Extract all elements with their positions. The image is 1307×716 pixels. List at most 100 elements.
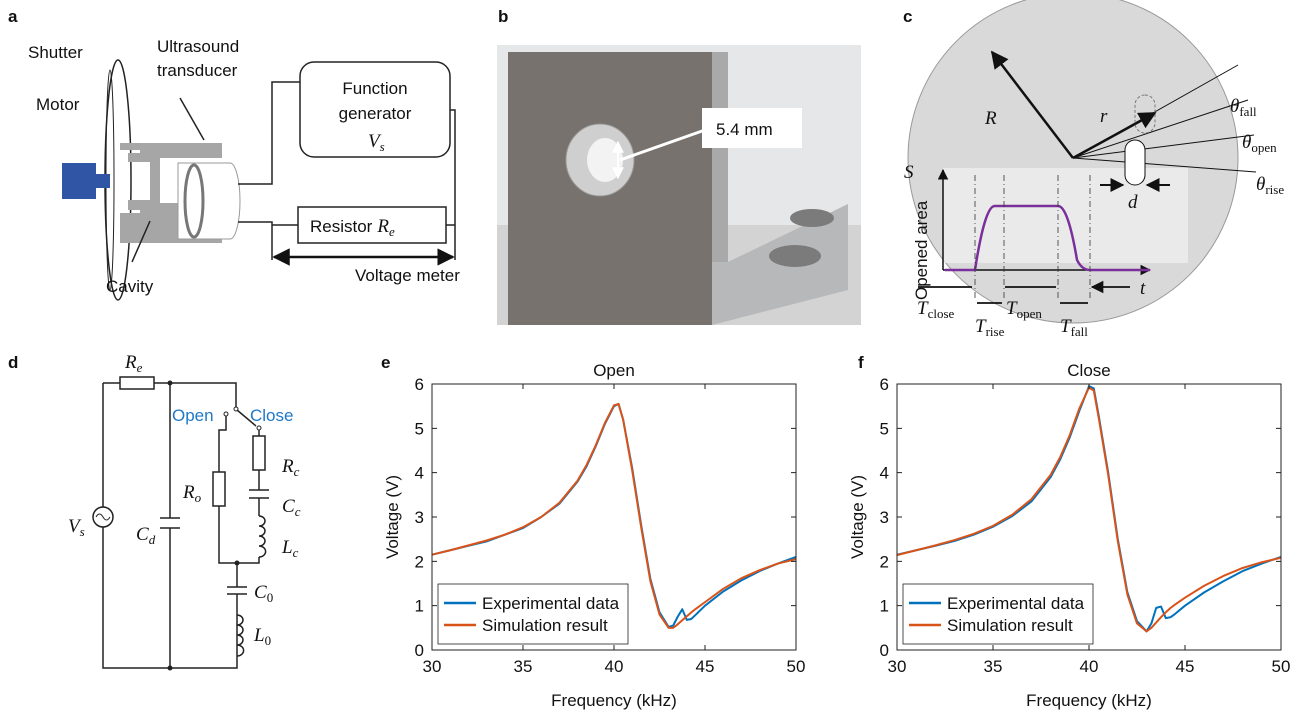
x-tick-label: 30	[888, 657, 907, 676]
node	[167, 665, 173, 671]
slot-ghost	[1134, 94, 1156, 134]
symbol: R	[376, 216, 389, 237]
chart-title: Open	[593, 361, 635, 380]
symbol: R	[281, 456, 294, 477]
subscript: e	[389, 224, 395, 239]
panel-a: a Shutter Motor Ultrasound transducer Ca…	[8, 7, 460, 301]
symbol: Tfall	[1060, 316, 1088, 339]
node	[167, 380, 173, 386]
panel-label: a	[8, 7, 18, 26]
subscript: close	[928, 306, 955, 321]
switch	[236, 409, 257, 427]
label-box	[702, 108, 802, 148]
subscript: c	[294, 464, 300, 479]
y-tick-label: 2	[415, 552, 424, 571]
symbol: C	[282, 496, 295, 517]
motor-shaft	[96, 174, 110, 188]
symbol: R	[182, 482, 195, 503]
subscript: c	[293, 545, 299, 560]
circuit-wiring	[102, 382, 260, 669]
symbol: Tclose	[917, 298, 955, 321]
y-tick-label: 4	[415, 464, 424, 483]
axis-symbol: t	[1140, 278, 1146, 299]
symbol: T	[975, 316, 987, 337]
switch-label: Open	[172, 406, 214, 425]
chart-title: Close	[1067, 361, 1110, 380]
subscript: open	[1017, 306, 1043, 321]
subscript: 0	[265, 633, 272, 648]
resistor	[212, 471, 226, 507]
symbol: T	[1006, 298, 1018, 319]
x-tick-label: 40	[1080, 657, 1099, 676]
hole	[769, 245, 821, 267]
symbol: V	[68, 516, 82, 537]
x-tick-label: 50	[787, 657, 806, 676]
symbol: θ	[1256, 174, 1265, 195]
symbol: Re	[124, 352, 143, 375]
y-tick-label: 5	[415, 419, 424, 438]
symbol: Vs	[368, 131, 385, 154]
subscript: d	[149, 532, 156, 547]
label: Ultrasound	[157, 37, 239, 56]
symbol: R	[984, 108, 997, 129]
transducer-shape	[177, 162, 241, 240]
y-tick-label: 4	[880, 464, 889, 483]
label: Resistor	[310, 217, 373, 236]
x-axis-label: Frequency (kHz)	[1026, 691, 1152, 710]
wiring	[238, 81, 456, 260]
transducer-disc	[183, 163, 205, 239]
slot	[1124, 139, 1146, 186]
switch-contact	[223, 411, 229, 417]
switch-contact	[256, 425, 262, 431]
symbol: T	[917, 298, 929, 319]
capacitors	[160, 489, 269, 595]
symbol: Trise	[975, 316, 1005, 339]
y-tick-label: 6	[415, 375, 424, 394]
axis-symbol: S	[904, 162, 914, 183]
switch-label: Close	[250, 406, 293, 425]
label: Function	[342, 79, 407, 98]
leader	[179, 97, 205, 141]
hole	[790, 209, 834, 227]
y-axis-label: Voltage (V)	[383, 475, 402, 559]
axis-label: Opened area	[912, 200, 931, 300]
symbol: L	[281, 537, 293, 558]
symbol: Lc	[281, 537, 299, 560]
subscript: c	[295, 504, 301, 519]
y-tick-label: 6	[880, 375, 889, 394]
panel-c: c R r d θfall θopen θrise S Opened area …	[903, 0, 1284, 339]
label: transducer	[157, 61, 238, 80]
label: Cavity	[106, 277, 154, 296]
y-tick-label: 5	[880, 419, 889, 438]
symbol: d	[1128, 192, 1138, 213]
subscript: fall	[1071, 324, 1089, 339]
symbol: L	[253, 625, 265, 646]
label: Shutter	[28, 43, 83, 62]
inductor	[236, 614, 245, 657]
symbol: R	[124, 352, 137, 373]
opened-area-curve	[945, 204, 1150, 272]
symbol: Ro	[182, 482, 202, 505]
y-tick-label: 3	[880, 508, 889, 527]
y-tick-label: 0	[880, 641, 889, 660]
symbol: θfall	[1230, 96, 1257, 119]
x-axis-label: Frequency (kHz)	[551, 691, 677, 710]
legend-label: Experimental data	[482, 594, 620, 613]
dimension-label: 5.4 mm	[716, 120, 773, 139]
symbol: C	[136, 524, 149, 545]
symbol: θ	[1230, 96, 1239, 117]
node	[234, 560, 240, 566]
resistor	[119, 376, 155, 390]
x-tick-label: 40	[605, 657, 624, 676]
y-tick-label: 1	[415, 597, 424, 616]
resistor	[252, 435, 266, 471]
y-tick-label: 2	[880, 552, 889, 571]
panel-label: f	[858, 353, 864, 372]
subscript: e	[137, 360, 143, 375]
legend-label: Experimental data	[947, 594, 1085, 613]
inductor	[258, 515, 267, 558]
subscript: o	[195, 490, 202, 505]
